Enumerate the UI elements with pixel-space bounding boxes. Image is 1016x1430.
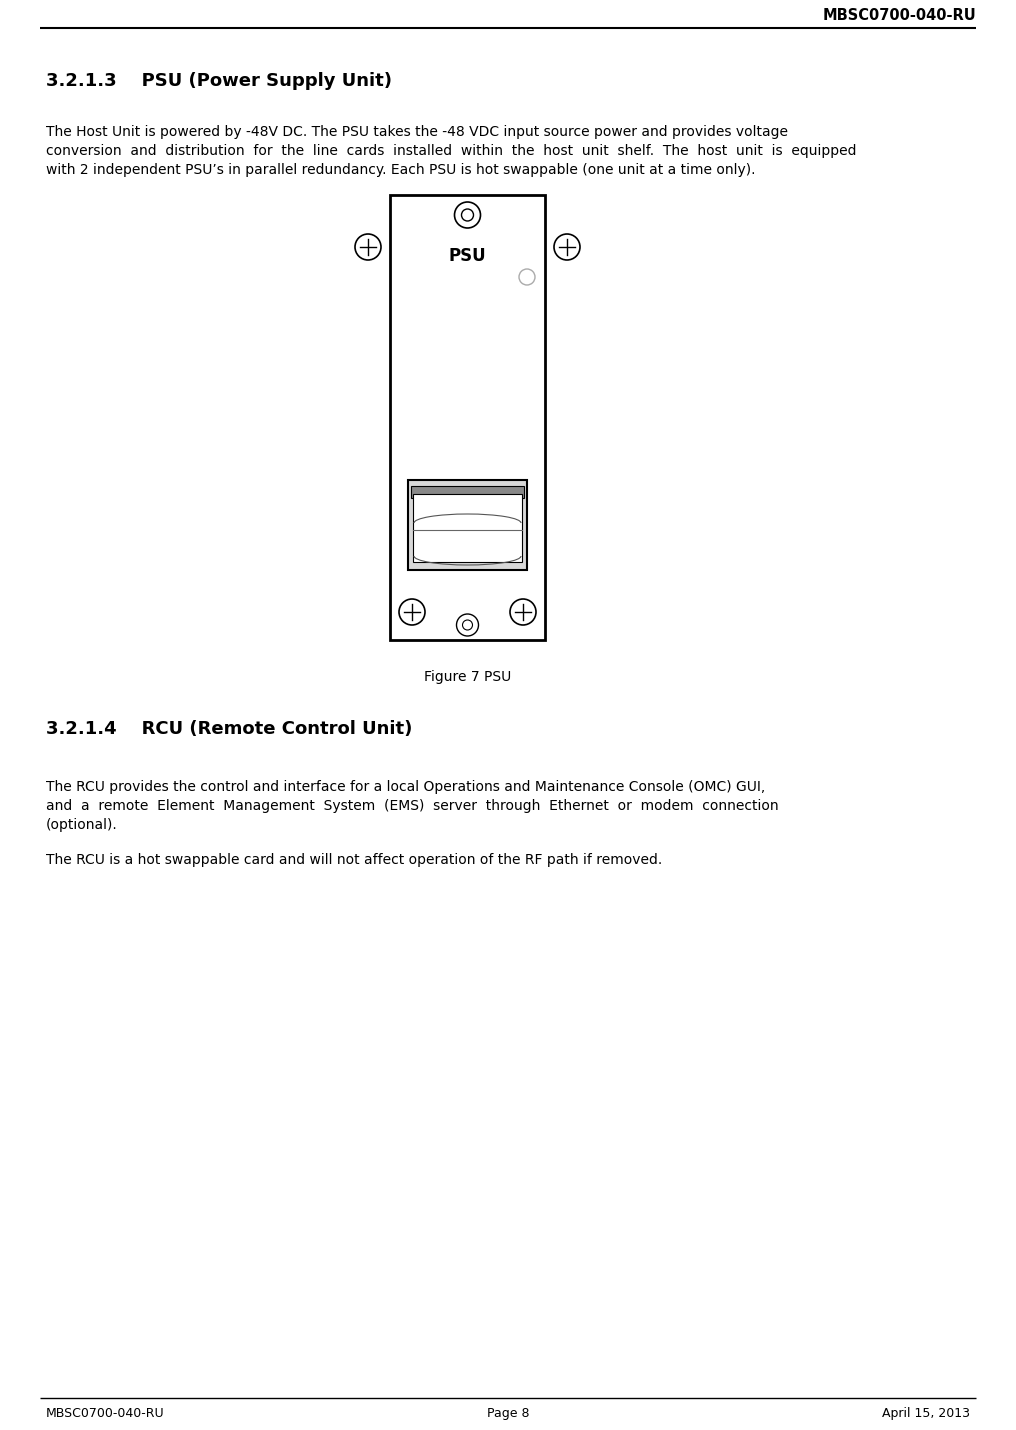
- Bar: [411, 486, 524, 498]
- Text: The Host Unit is powered by -48V DC. The PSU takes the -48 VDC input source powe: The Host Unit is powered by -48V DC. The…: [46, 124, 788, 139]
- Bar: [390, 194, 545, 641]
- Text: PSU: PSU: [449, 247, 487, 265]
- Text: (optional).: (optional).: [46, 818, 118, 832]
- Circle shape: [554, 235, 580, 260]
- Text: Figure 7 PSU: Figure 7 PSU: [424, 671, 511, 684]
- Bar: [408, 480, 527, 571]
- Text: conversion  and  distribution  for  the  line  cards  installed  within  the  ho: conversion and distribution for the line…: [46, 144, 856, 157]
- Text: 3.2.1.3    PSU (Power Supply Unit): 3.2.1.3 PSU (Power Supply Unit): [46, 72, 392, 90]
- Circle shape: [461, 209, 473, 222]
- Circle shape: [519, 269, 535, 285]
- Circle shape: [355, 235, 381, 260]
- Circle shape: [454, 202, 481, 227]
- Circle shape: [456, 613, 479, 636]
- Text: The RCU is a hot swappable card and will not affect operation of the RF path if : The RCU is a hot swappable card and will…: [46, 854, 662, 867]
- Text: with 2 independent PSU’s in parallel redundancy. Each PSU is hot swappable (one : with 2 independent PSU’s in parallel red…: [46, 163, 756, 177]
- Text: MBSC0700-040-RU: MBSC0700-040-RU: [822, 9, 976, 23]
- Text: 3.2.1.4    RCU (Remote Control Unit): 3.2.1.4 RCU (Remote Control Unit): [46, 719, 412, 738]
- Text: MBSC0700-040-RU: MBSC0700-040-RU: [46, 1407, 165, 1420]
- Bar: [412, 493, 522, 562]
- Text: The RCU provides the control and interface for a local Operations and Maintenanc: The RCU provides the control and interfa…: [46, 779, 765, 794]
- Text: and  a  remote  Element  Management  System  (EMS)  server  through  Ethernet  o: and a remote Element Management System (…: [46, 799, 778, 814]
- Circle shape: [510, 599, 536, 625]
- Circle shape: [462, 621, 472, 631]
- Text: Page 8: Page 8: [487, 1407, 529, 1420]
- Text: April 15, 2013: April 15, 2013: [882, 1407, 970, 1420]
- Circle shape: [399, 599, 425, 625]
